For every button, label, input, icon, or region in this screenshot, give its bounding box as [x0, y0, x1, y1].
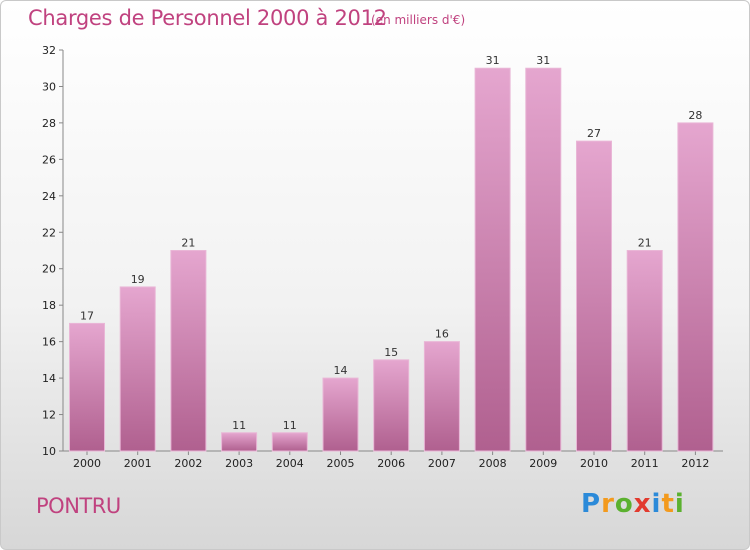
bar-value-label: 21 [638, 237, 652, 250]
bar-value-label: 27 [587, 127, 601, 140]
bar-value-label: 11 [232, 419, 246, 432]
x-tick-label: 2003 [225, 457, 253, 470]
x-tick-label: 2001 [124, 457, 152, 470]
x-tick-label: 2009 [529, 457, 557, 470]
x-tick-label: 2004 [276, 457, 304, 470]
bar-value-label: 17 [80, 309, 94, 322]
y-tick-label: 12 [42, 409, 56, 422]
y-tick-label: 22 [42, 226, 56, 239]
logo-letter: P [581, 489, 602, 519]
chart-title: Charges de Personnel 2000 à 2012 [28, 6, 387, 30]
bar [170, 250, 207, 452]
logo-letter: x [633, 489, 652, 519]
logo-letter: o [614, 489, 634, 519]
y-tick-label: 14 [42, 372, 56, 385]
x-tick-label: 2006 [377, 457, 405, 470]
y-tick-label: 20 [42, 263, 56, 276]
bars [69, 67, 714, 452]
y-tick-label: 10 [42, 445, 56, 458]
x-tick-label: 2011 [631, 457, 659, 470]
y-tick-label: 28 [42, 117, 56, 130]
bar [423, 341, 460, 452]
proxiti-logo: Proxiti [581, 489, 685, 519]
bar-value-label: 16 [435, 328, 449, 341]
bar [221, 432, 258, 452]
bar-value-label: 14 [334, 364, 348, 377]
bar-value-label: 11 [283, 419, 297, 432]
bar-value-label: 15 [384, 346, 398, 359]
y-tick-label: 32 [42, 44, 56, 57]
bar [271, 432, 308, 452]
bar-value-label: 19 [131, 273, 145, 286]
bar [322, 377, 359, 452]
x-tick-label: 2002 [174, 457, 202, 470]
bar [525, 67, 562, 452]
x-tick-label: 2010 [580, 457, 608, 470]
bar [69, 322, 105, 452]
location-name: PONTRU [36, 494, 121, 518]
bar [119, 286, 156, 452]
bar [373, 359, 410, 452]
chart-subtitle: (en milliers d'€) [371, 13, 466, 27]
value-labels: 17 19 21 11 11 14 15 16 31 31 27 21 28 [80, 54, 702, 432]
logo-letter: r [601, 489, 615, 519]
y-tick-label: 26 [42, 153, 56, 166]
logo-letter: t [661, 489, 675, 519]
x-tick-label: 2012 [681, 457, 709, 470]
bar-value-label: 31 [536, 54, 550, 67]
axes: 10 12 14 16 18 20 22 24 26 28 30 32 2000 2001 2002 2003… [42, 44, 723, 470]
y-tick-label: 24 [42, 190, 56, 203]
bar-value-label: 28 [688, 109, 702, 122]
x-tick-label: 2008 [479, 457, 507, 470]
x-tick-label: 2005 [327, 457, 355, 470]
bar [474, 67, 511, 452]
bar [576, 140, 612, 452]
x-tick-label: 2007 [428, 457, 456, 470]
logo-letter: i [651, 489, 662, 519]
bar-value-label: 21 [181, 237, 195, 250]
logo-letter: i [674, 489, 685, 519]
y-tick-label: 18 [42, 299, 56, 312]
y-tick-label: 30 [42, 80, 56, 93]
y-tick-label: 16 [42, 336, 56, 349]
bar [677, 122, 714, 452]
bar [626, 250, 663, 452]
bar-value-label: 31 [486, 54, 500, 67]
x-tick-label: 2000 [73, 457, 101, 470]
